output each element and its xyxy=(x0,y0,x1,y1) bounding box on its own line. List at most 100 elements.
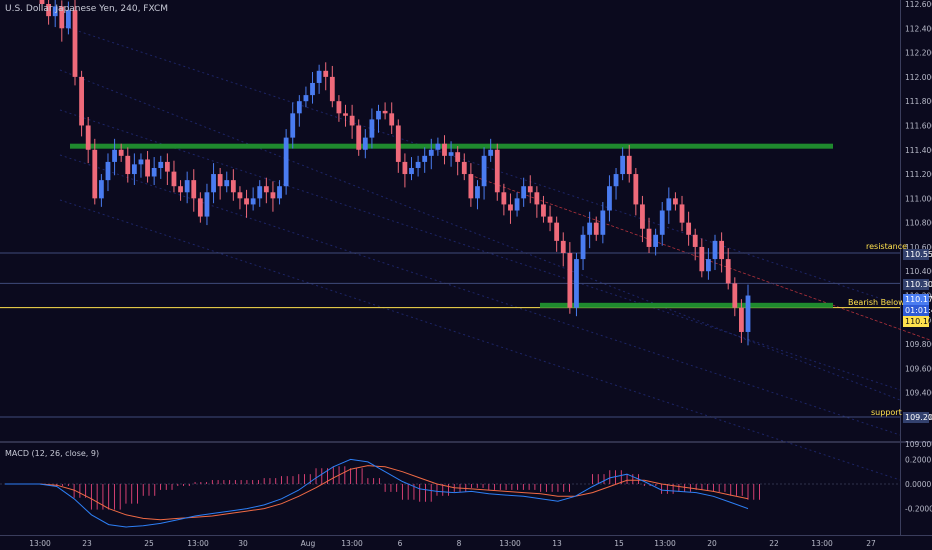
candle-body xyxy=(468,174,474,199)
candle-body xyxy=(527,186,533,193)
y-tick-label: 112.400 xyxy=(905,24,932,33)
resistance-label: resistance xyxy=(866,242,908,251)
candle-body xyxy=(310,82,315,96)
resistance-price-badge: 110.550 xyxy=(903,249,932,260)
candle-body xyxy=(237,192,243,199)
candle-body xyxy=(415,161,421,168)
macd-line xyxy=(5,458,749,528)
candle-body xyxy=(197,198,203,217)
candle-body xyxy=(290,113,296,138)
candle-body xyxy=(475,186,480,199)
macd-tick-label: 0.2000 xyxy=(905,455,931,464)
y-tick-label: 112.000 xyxy=(905,73,932,82)
candle-body xyxy=(323,70,329,77)
candle-body xyxy=(164,161,170,172)
x-tick-label: 13:00 xyxy=(341,539,363,548)
y-tick-label: 112.600 xyxy=(905,0,932,9)
candle-body xyxy=(171,171,177,187)
x-tick-label: 6 xyxy=(398,539,403,548)
candle-body xyxy=(534,192,540,205)
y-tick-label: 111.800 xyxy=(905,97,932,106)
candle-body xyxy=(105,161,111,181)
y-tick-label: 109.800 xyxy=(905,340,932,349)
candle-body xyxy=(85,125,91,150)
channel-line xyxy=(59,69,901,401)
x-tick-label: 25 xyxy=(144,539,154,548)
level-110100-badge: 110.100 xyxy=(903,316,932,327)
candle-body xyxy=(409,167,414,175)
candle-body xyxy=(296,101,302,114)
x-tick-label: 13:00 xyxy=(187,539,209,548)
candle-body xyxy=(488,149,494,156)
candle-body xyxy=(745,295,751,332)
candle-body xyxy=(541,204,546,217)
candle-body xyxy=(567,253,573,308)
candle-body xyxy=(376,110,381,120)
candle-body xyxy=(112,149,117,162)
candle-body xyxy=(283,137,289,187)
current-price-badge: 110.179 xyxy=(903,294,932,305)
x-tick-label: 23 xyxy=(82,539,92,548)
candle-body xyxy=(719,240,725,260)
candle-body xyxy=(138,159,144,165)
y-tick-label: 109.600 xyxy=(905,364,932,373)
candle-body xyxy=(640,204,645,229)
candle-body xyxy=(336,101,342,114)
candle-body xyxy=(725,259,731,284)
candle-body xyxy=(442,143,447,156)
chart-title: U.S. Dollar Japanese Yen, 240, FXCM xyxy=(5,4,169,14)
candle-body xyxy=(732,283,738,308)
candle-body xyxy=(574,259,579,308)
candle-body xyxy=(653,234,659,247)
y-tick-label: 111.400 xyxy=(905,146,932,155)
support-label: support xyxy=(871,408,902,417)
y-tick-label: 110.800 xyxy=(905,219,932,228)
candle-body xyxy=(600,210,606,235)
x-tick-label: 30 xyxy=(238,539,248,548)
candle-body xyxy=(250,198,256,205)
candle-body xyxy=(547,216,553,223)
candle-body xyxy=(626,155,632,175)
candle-body xyxy=(277,186,282,199)
y-tick-label: 112.200 xyxy=(905,49,932,58)
x-tick-label: 27 xyxy=(866,539,876,548)
x-tick-label: 15 xyxy=(614,539,624,548)
candle-body xyxy=(455,152,461,162)
y-tick-label: 111.600 xyxy=(905,121,932,130)
candle-body xyxy=(369,119,375,138)
macd-tick-label: 0.0000 xyxy=(905,480,931,489)
candle-body xyxy=(428,149,434,156)
x-tick-label: 13:00 xyxy=(811,539,833,548)
macd-signal-line xyxy=(5,465,749,521)
candle-body xyxy=(692,234,698,247)
candle-body xyxy=(646,228,652,247)
candle-body xyxy=(620,155,626,175)
candle-body xyxy=(145,159,150,177)
x-tick-label: 13 xyxy=(552,539,562,548)
candle-body xyxy=(699,246,705,272)
candle-body xyxy=(422,155,428,162)
candle-body xyxy=(448,152,454,156)
candle-body xyxy=(389,113,395,126)
candle-body xyxy=(679,204,685,223)
candle-body xyxy=(303,95,309,102)
countdown-badge: 01:01:49 xyxy=(903,305,932,316)
candle-body xyxy=(191,180,197,199)
candle-body xyxy=(706,259,711,272)
candle-body xyxy=(257,186,263,199)
candle-body xyxy=(435,143,441,150)
candle-body xyxy=(382,110,388,114)
candle-body xyxy=(72,10,78,77)
candle-body xyxy=(521,186,527,199)
candle-body xyxy=(508,204,513,211)
candle-body xyxy=(230,180,236,193)
candle-body xyxy=(560,240,566,254)
candle-body xyxy=(224,180,230,187)
candle-body xyxy=(356,125,362,150)
candle-body xyxy=(217,174,223,187)
candle-body xyxy=(204,192,210,217)
candle-body xyxy=(613,174,619,187)
candle-body xyxy=(494,149,500,193)
candle-body xyxy=(79,76,84,126)
candle-body xyxy=(349,115,355,126)
